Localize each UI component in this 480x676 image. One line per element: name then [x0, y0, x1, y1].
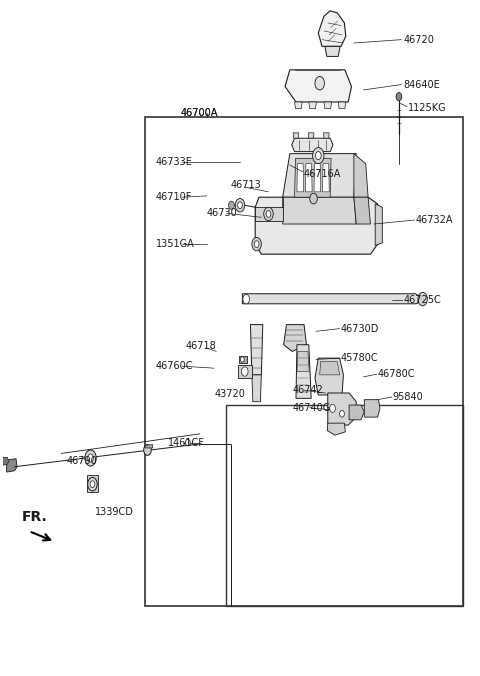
Text: 43720: 43720 — [215, 389, 245, 400]
Circle shape — [240, 357, 244, 362]
Polygon shape — [283, 197, 356, 224]
Polygon shape — [285, 70, 351, 102]
Text: 45780C: 45780C — [341, 353, 378, 363]
Text: 46740G: 46740G — [292, 403, 330, 413]
Polygon shape — [308, 133, 314, 138]
Circle shape — [90, 481, 95, 487]
Polygon shape — [375, 204, 383, 245]
Text: 46730: 46730 — [207, 208, 238, 218]
Polygon shape — [284, 324, 306, 352]
Bar — [226, 405, 463, 606]
Circle shape — [185, 439, 190, 446]
Polygon shape — [338, 102, 346, 109]
Text: 46733E: 46733E — [156, 158, 192, 168]
Polygon shape — [364, 400, 380, 417]
Polygon shape — [255, 197, 378, 254]
Text: 46713: 46713 — [230, 180, 261, 190]
Text: 46760C: 46760C — [156, 361, 193, 371]
Circle shape — [144, 445, 151, 456]
Polygon shape — [323, 164, 329, 192]
Polygon shape — [3, 458, 9, 465]
Circle shape — [85, 450, 96, 466]
Circle shape — [340, 410, 344, 417]
Polygon shape — [283, 153, 356, 197]
Polygon shape — [239, 356, 247, 363]
Bar — [145, 117, 463, 606]
Polygon shape — [327, 423, 345, 435]
Text: 84640E: 84640E — [404, 80, 441, 90]
Polygon shape — [295, 158, 331, 197]
Polygon shape — [145, 445, 153, 448]
Polygon shape — [354, 153, 368, 197]
Polygon shape — [349, 405, 364, 420]
Circle shape — [252, 237, 261, 251]
Circle shape — [254, 241, 259, 247]
Polygon shape — [309, 102, 316, 109]
Circle shape — [315, 76, 324, 90]
Text: 46725C: 46725C — [404, 295, 442, 305]
Text: 46780C: 46780C — [378, 369, 415, 379]
Polygon shape — [324, 133, 329, 138]
Circle shape — [228, 201, 234, 210]
Polygon shape — [328, 393, 356, 425]
Polygon shape — [354, 197, 371, 224]
Polygon shape — [238, 365, 252, 379]
Polygon shape — [293, 133, 299, 138]
Text: 46742: 46742 — [292, 385, 323, 395]
Text: 46718: 46718 — [185, 341, 216, 351]
Text: FR.: FR. — [22, 510, 48, 525]
Polygon shape — [292, 138, 333, 151]
Polygon shape — [255, 208, 283, 220]
Text: 1339CD: 1339CD — [96, 506, 134, 516]
Circle shape — [396, 93, 402, 101]
Circle shape — [418, 293, 427, 306]
Polygon shape — [296, 345, 311, 398]
Polygon shape — [297, 352, 309, 372]
Polygon shape — [324, 102, 332, 109]
Text: 46730D: 46730D — [341, 324, 379, 334]
Polygon shape — [320, 362, 340, 375]
Circle shape — [88, 454, 94, 462]
Polygon shape — [87, 475, 97, 492]
Polygon shape — [315, 358, 343, 395]
Polygon shape — [314, 164, 321, 192]
Circle shape — [88, 477, 97, 491]
Circle shape — [266, 211, 271, 217]
Text: 46720: 46720 — [404, 34, 434, 45]
Polygon shape — [242, 294, 425, 304]
Polygon shape — [325, 47, 340, 56]
Text: 46710F: 46710F — [156, 192, 192, 202]
Polygon shape — [305, 164, 312, 192]
Circle shape — [315, 151, 321, 160]
Polygon shape — [295, 102, 302, 109]
Polygon shape — [297, 164, 303, 192]
Circle shape — [310, 193, 317, 204]
Circle shape — [312, 147, 324, 164]
Polygon shape — [7, 459, 17, 472]
Text: 46716A: 46716A — [304, 169, 341, 178]
Circle shape — [238, 202, 242, 209]
Text: 1351GA: 1351GA — [156, 239, 194, 249]
Text: 46700A: 46700A — [180, 107, 218, 118]
Polygon shape — [252, 375, 261, 402]
Circle shape — [243, 295, 250, 304]
Text: 46732A: 46732A — [416, 215, 453, 225]
Circle shape — [330, 404, 336, 412]
Circle shape — [264, 208, 273, 220]
Text: 95840: 95840 — [393, 392, 423, 402]
Circle shape — [235, 199, 245, 212]
Text: 1461CF: 1461CF — [168, 437, 205, 448]
Polygon shape — [251, 324, 263, 375]
Text: 46790: 46790 — [67, 456, 97, 466]
Text: 46700A: 46700A — [180, 107, 218, 118]
Text: 1125KG: 1125KG — [408, 103, 447, 113]
Polygon shape — [318, 11, 346, 47]
Circle shape — [241, 367, 248, 377]
